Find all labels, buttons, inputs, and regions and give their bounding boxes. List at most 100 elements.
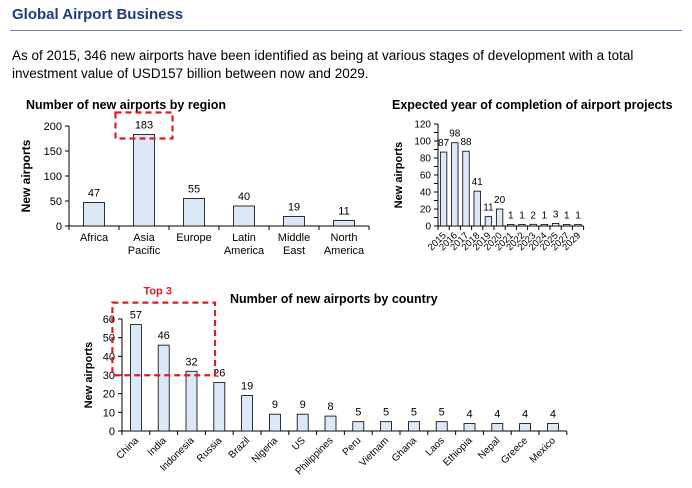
x-tick-label: Russia — [195, 435, 225, 465]
bar — [563, 224, 571, 227]
x-tick-label: Laos — [424, 435, 447, 458]
data-label: 5 — [355, 407, 361, 419]
data-label: 11 — [338, 206, 349, 218]
intro-text: As of 2015, 346 new airports have been i… — [12, 48, 634, 81]
y-axis-label: New airports — [393, 142, 405, 209]
bar — [507, 224, 515, 227]
data-label: 8 — [327, 401, 333, 413]
x-tick-label: Nigeria — [250, 435, 280, 465]
x-tick-label: Brazil — [227, 435, 252, 460]
bar — [518, 224, 526, 227]
x-tick-label: Nepal — [476, 435, 502, 461]
data-label: 4 — [522, 409, 528, 421]
data-label: 9 — [300, 399, 306, 411]
x-tick-label: US — [290, 435, 308, 453]
data-label: 19 — [241, 381, 253, 393]
y-axis-label: New airports — [19, 139, 33, 212]
bar — [185, 370, 198, 432]
data-label: 40 — [238, 191, 250, 203]
data-label: 32 — [185, 356, 197, 368]
data-label: 1 — [564, 211, 570, 222]
y-tick-label: 200 — [44, 121, 62, 133]
data-label: 5 — [439, 407, 445, 419]
x-tick-label: East — [283, 245, 305, 257]
data-label: 4 — [466, 409, 472, 421]
data-label: 55 — [188, 184, 200, 196]
y-axis-label: New airports — [83, 342, 95, 409]
data-label: 9 — [272, 399, 278, 411]
data-label: 1 — [542, 211, 548, 222]
chart-title: Expected year of completion of airport p… — [392, 98, 673, 112]
x-tick-label: Asia — [133, 232, 155, 244]
x-tick-label: Ghana — [390, 435, 419, 464]
x-tick-label: Ethiopia — [441, 435, 475, 469]
page-title: Global Airport Business — [12, 6, 184, 23]
data-label: 11 — [483, 203, 494, 214]
x-tick-label: Middle — [278, 232, 310, 244]
bar — [324, 415, 337, 432]
chart-1: Number of new airports by region New airp… — [19, 98, 370, 257]
bar — [551, 223, 560, 227]
x-tick-label: Greece — [499, 435, 530, 466]
data-label: 2 — [530, 210, 536, 221]
data-label: 57 — [130, 310, 142, 322]
bar — [451, 142, 459, 227]
x-tick-label: America — [324, 245, 365, 257]
highlight-label: Top 3 — [143, 286, 172, 298]
x-tick-label: Pacific — [128, 245, 161, 257]
data-label: 19 — [288, 202, 300, 214]
data-label: 47 — [88, 188, 100, 200]
data-label: 3 — [553, 209, 559, 220]
y-tick-label: 120 — [414, 120, 431, 131]
data-label: 4 — [550, 409, 556, 421]
bar — [83, 202, 105, 227]
x-tick-label: Peru — [341, 435, 364, 458]
x-tick-label: China — [115, 435, 142, 462]
x-tick-label: Mexico — [528, 435, 558, 465]
y-tick-label: 150 — [44, 146, 62, 158]
bar — [435, 421, 448, 432]
x-tick-label: Africa — [80, 232, 109, 244]
bar — [268, 413, 281, 432]
y-tick-label: 60 — [420, 171, 432, 182]
bar — [380, 421, 393, 432]
data-label: 20 — [494, 195, 506, 206]
chart-2: Expected year of completion of airport p… — [392, 98, 673, 253]
bar — [157, 344, 170, 432]
y-tick-label: 100 — [44, 171, 62, 183]
bar — [529, 223, 537, 227]
title-divider — [10, 30, 682, 31]
chart-title: Number of new airports by country — [230, 292, 438, 306]
y-tick-label: 20 — [103, 389, 115, 401]
bar — [547, 423, 559, 432]
bar — [491, 423, 504, 432]
bar — [183, 198, 205, 227]
bar — [233, 205, 255, 227]
data-label: 41 — [472, 177, 484, 188]
y-tick-label: 40 — [420, 188, 432, 199]
bar — [241, 395, 254, 432]
data-label: 5 — [411, 407, 417, 419]
bar — [407, 421, 420, 432]
y-tick-label: 0 — [56, 221, 62, 233]
bar — [439, 151, 448, 227]
bar — [352, 421, 365, 432]
bar — [296, 413, 309, 432]
bar — [129, 324, 142, 432]
data-label: 1 — [575, 211, 581, 222]
x-tick-label: Europe — [176, 232, 211, 244]
x-tick-label: America — [224, 245, 265, 257]
highlight-box — [114, 111, 174, 140]
data-label: 1 — [519, 211, 525, 222]
bar — [283, 216, 305, 227]
y-tick-label: 10 — [103, 407, 115, 419]
bar — [484, 216, 493, 227]
bar — [495, 208, 504, 227]
data-label: 87 — [438, 138, 450, 149]
chart-3: Number of new airports by country New air… — [83, 286, 568, 477]
highlight-box — [111, 301, 217, 377]
data-label: 26 — [213, 367, 225, 379]
bar — [462, 150, 470, 227]
bar — [333, 220, 355, 227]
